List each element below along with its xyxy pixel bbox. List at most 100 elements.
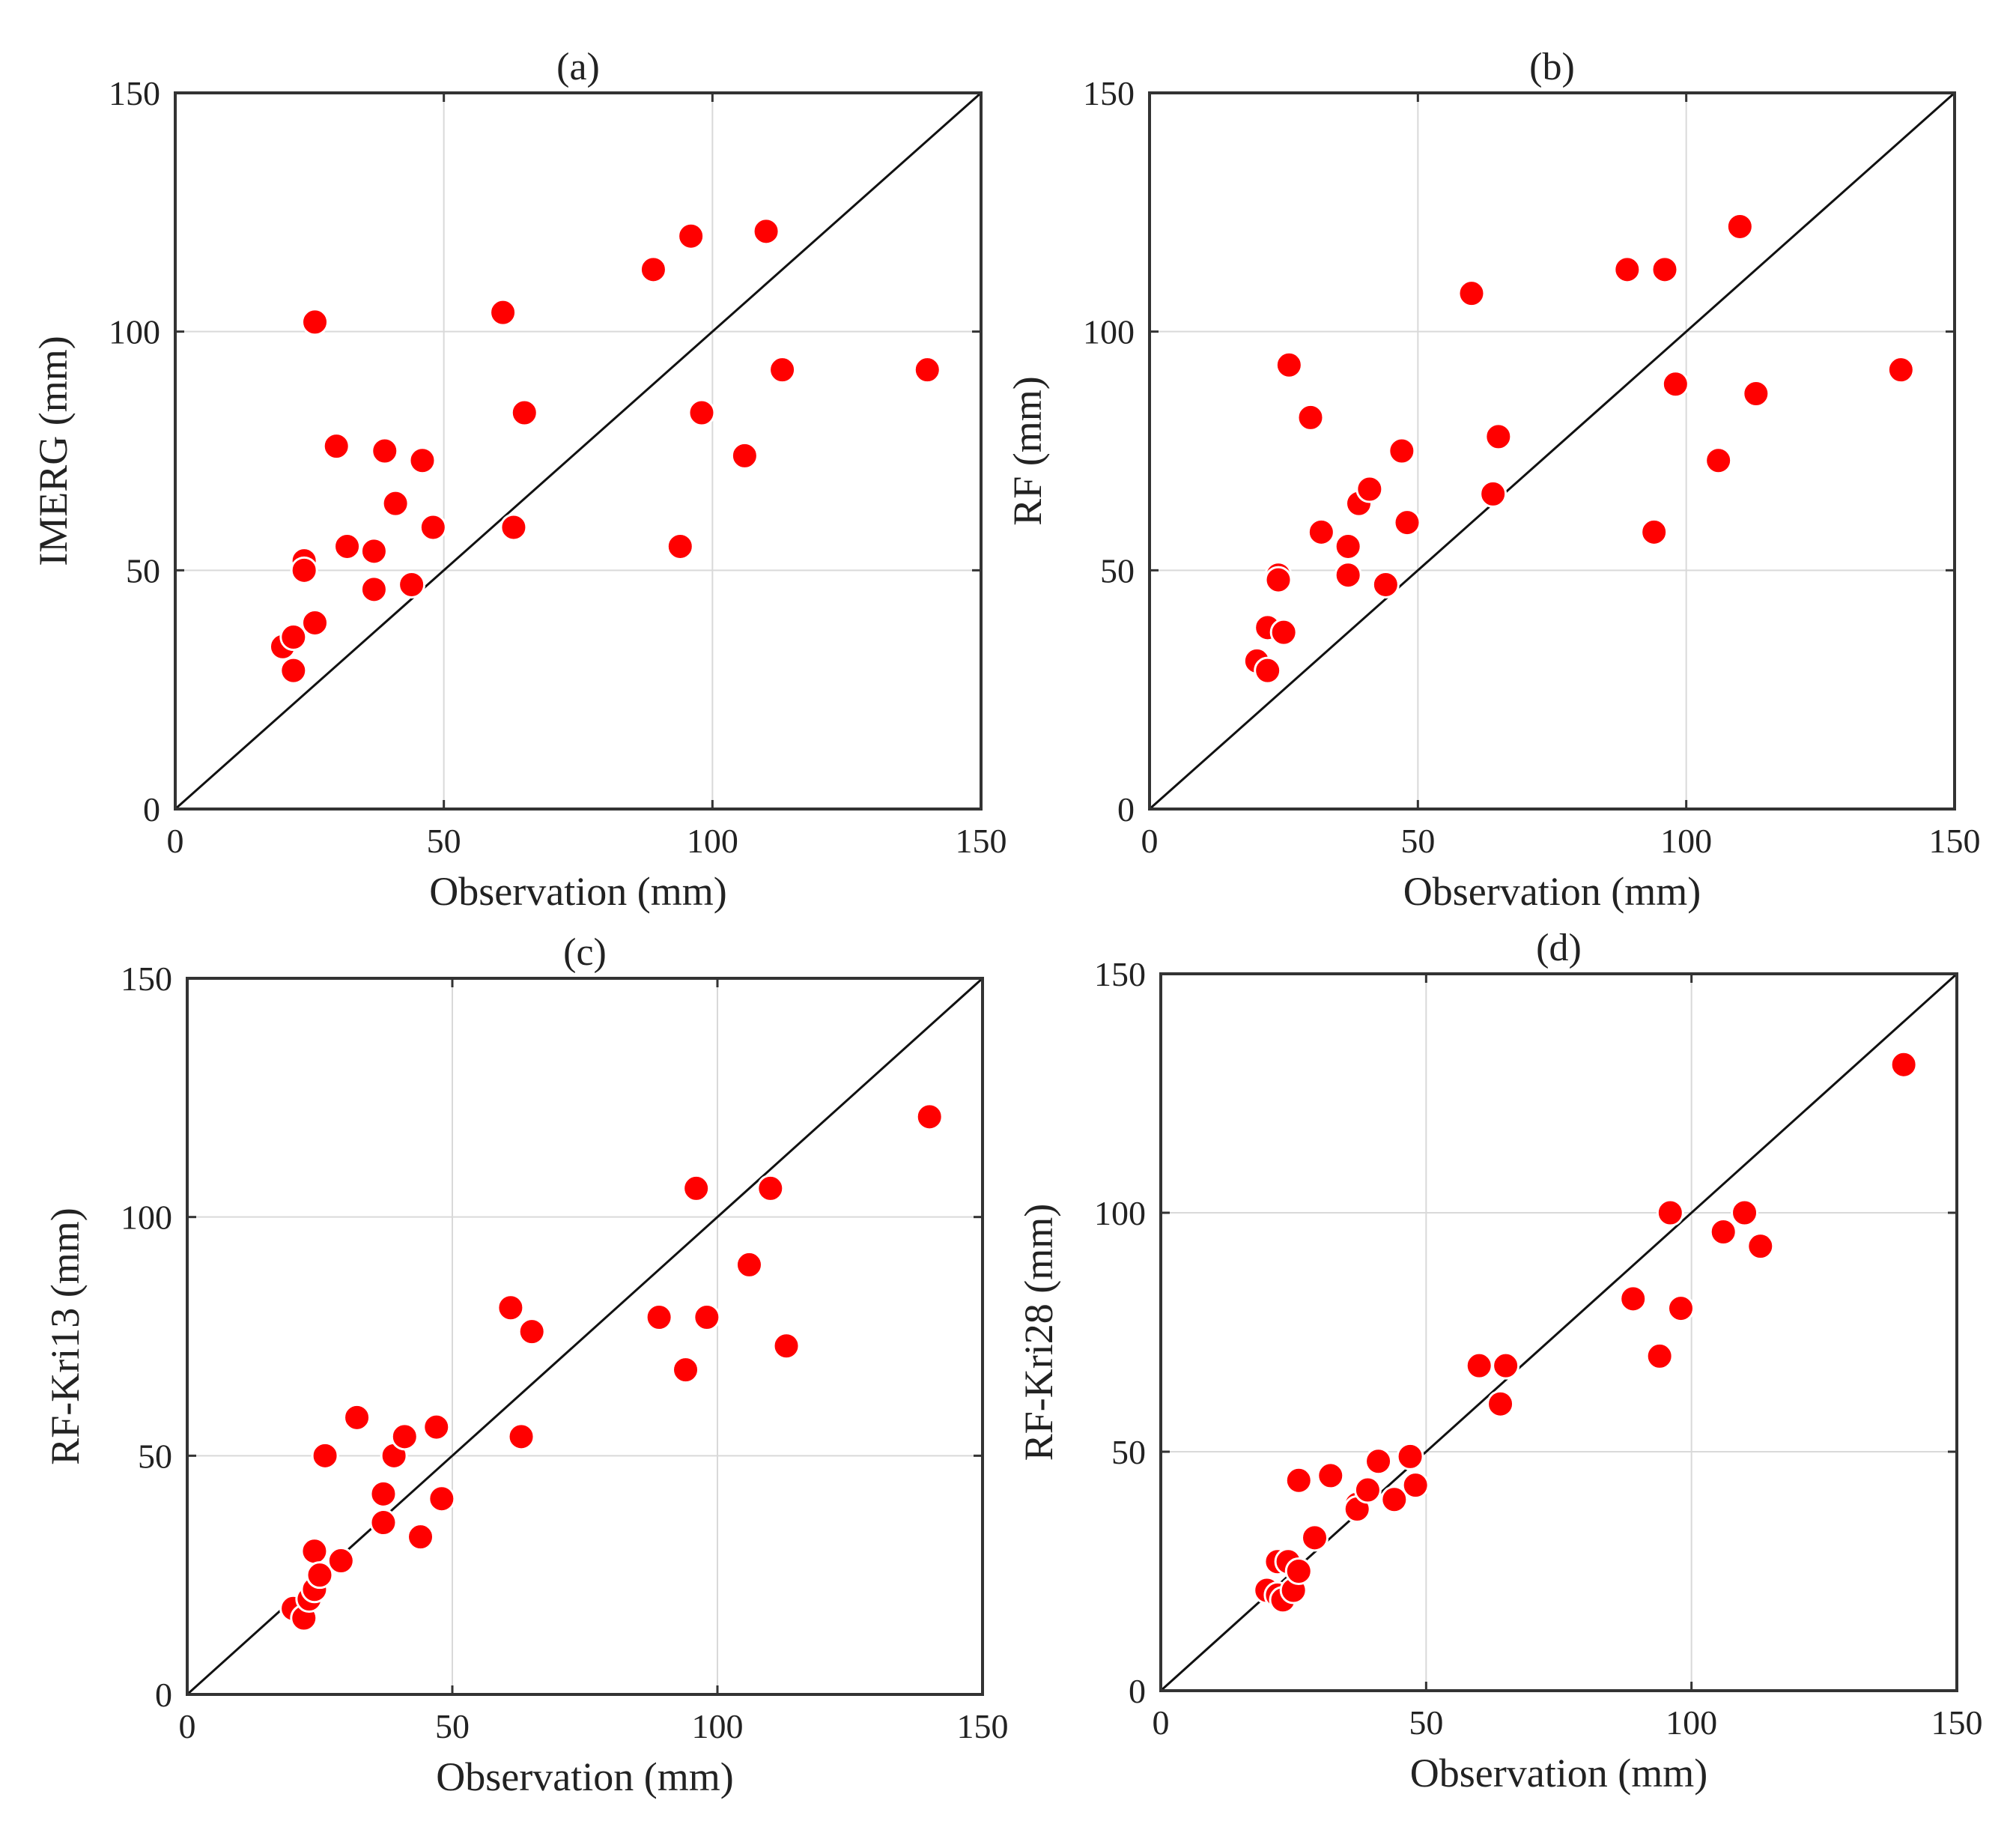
y-tick-label: 100 [1094, 1194, 1146, 1232]
data-point [1704, 446, 1733, 475]
data-point [1889, 1050, 1918, 1079]
panel-title: (c) [563, 931, 607, 974]
x-tick-label: 100 [692, 1707, 744, 1745]
data-point [1334, 561, 1362, 590]
plot-frame [174, 91, 983, 811]
data-point [311, 1441, 339, 1470]
data-point [756, 1174, 785, 1202]
plot-frame [1148, 91, 1956, 811]
data-point [1269, 618, 1298, 646]
x-tick-label: 150 [1929, 822, 1981, 860]
data-point [1388, 437, 1416, 465]
identity-line [174, 91, 982, 811]
y-tick-label: 0 [143, 790, 160, 828]
data-point [913, 356, 941, 384]
data-point [422, 1413, 451, 1441]
data-point [752, 217, 780, 246]
data-point [407, 1523, 435, 1551]
x-axis-label: Observation (mm) [1403, 869, 1701, 914]
data-point [1355, 475, 1384, 503]
data-point [1666, 1294, 1695, 1323]
data-point [1353, 1476, 1382, 1504]
data-point [279, 623, 308, 652]
x-axis-label: Observation (mm) [1410, 1751, 1707, 1796]
data-point [1254, 656, 1282, 685]
data-point [327, 1547, 355, 1575]
data-point [1465, 1351, 1493, 1380]
data-point [428, 1485, 456, 1513]
y-tick-label: 100 [109, 313, 160, 351]
data-point [408, 446, 437, 475]
data-point [1731, 1199, 1759, 1227]
data-point [333, 532, 362, 560]
data-point [1651, 255, 1679, 284]
data-point [682, 1174, 711, 1202]
y-tick-label: 100 [1083, 313, 1135, 351]
data-point [369, 1509, 398, 1537]
data-point [1656, 1199, 1684, 1227]
data-point [666, 532, 694, 560]
data-point [301, 308, 330, 336]
data-point [645, 1303, 673, 1332]
x-tick-label: 0 [1141, 822, 1159, 860]
data-point [730, 441, 759, 470]
data-point [300, 1537, 329, 1566]
data-point [290, 556, 318, 584]
data-point [1401, 1471, 1430, 1500]
x-axis-label: Observation (mm) [436, 1754, 733, 1799]
y-tick-label: 50 [1111, 1433, 1146, 1471]
data-point [1284, 1466, 1313, 1494]
chart-panel-a: 0 50 100 150 0 50 100 150 (a) Observation (mm) IME… [31, 46, 1007, 914]
chart-panel-c: 0 50 100 150 0 50 100 150 (c) Observation (mm) RF-… [43, 931, 1009, 1799]
data-point [322, 432, 350, 461]
y-tick-label: 50 [138, 1437, 172, 1475]
data-point [343, 1403, 371, 1432]
data-point [768, 356, 797, 384]
plot-frame [1159, 972, 1958, 1692]
y-tick-label: 0 [1117, 790, 1135, 828]
data-point [1393, 509, 1421, 537]
panel-title: (d) [1536, 927, 1582, 969]
data-point [1725, 212, 1754, 240]
data-point [489, 298, 517, 327]
data-point [677, 222, 705, 250]
data-point [500, 513, 528, 542]
y-axis-label: RF-Kri13 (mm) [43, 1208, 88, 1465]
x-tick-label: 50 [1400, 822, 1435, 860]
data-point [279, 656, 308, 685]
data-point [390, 1423, 419, 1451]
y-tick-label: 50 [126, 551, 160, 590]
y-axis-label: RF (mm) [1005, 376, 1050, 526]
data-point [371, 437, 399, 465]
data-point [517, 1318, 546, 1346]
data-point [419, 513, 447, 542]
data-point [381, 489, 410, 518]
data-point [510, 399, 538, 427]
data-point [1334, 532, 1362, 560]
x-tick-label: 100 [1660, 822, 1712, 860]
data-point [1640, 518, 1669, 546]
x-tick-label: 150 [957, 1707, 1009, 1745]
x-tick-label: 0 [1153, 1703, 1170, 1742]
data-point [1364, 1447, 1393, 1476]
data-point [1742, 380, 1770, 408]
data-point [497, 1294, 525, 1322]
data-point [687, 399, 716, 427]
y-axis-label: IMERG (mm) [31, 336, 76, 566]
data-point [1457, 279, 1486, 308]
data-point [1371, 570, 1400, 599]
panel-title: (a) [556, 46, 600, 88]
y-tick-label: 50 [1100, 551, 1135, 590]
x-tick-label: 150 [956, 822, 1007, 860]
data-point [1380, 1485, 1409, 1514]
panel-title: (b) [1529, 46, 1575, 88]
chart-panel-d: 0 50 100 150 0 50 100 150 (d) Observation (mm) RF-… [1016, 927, 1983, 1796]
data-point [1396, 1442, 1424, 1470]
y-tick-label: 150 [1083, 74, 1135, 112]
y-tick-label: 150 [1094, 955, 1146, 993]
identity-line [1149, 91, 1955, 811]
x-tick-label: 50 [427, 822, 461, 860]
data-point [772, 1332, 801, 1360]
